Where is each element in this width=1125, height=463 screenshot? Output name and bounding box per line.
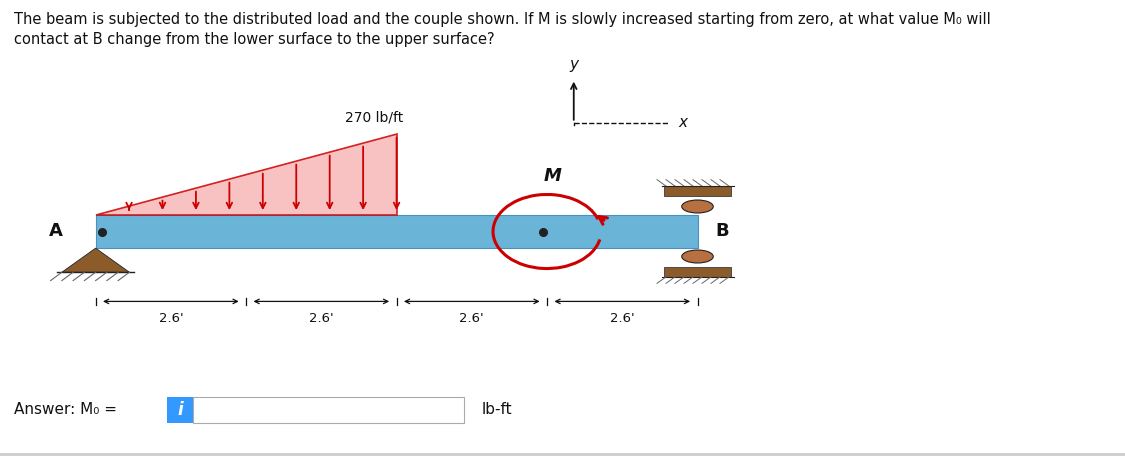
Text: 2.6': 2.6': [610, 312, 634, 325]
Text: B: B: [716, 223, 729, 240]
Text: 270 lb/ft: 270 lb/ft: [345, 111, 403, 125]
Text: i: i: [177, 401, 183, 419]
Text: contact at B change from the lower surface to the upper surface?: contact at B change from the lower surfa…: [14, 32, 494, 47]
Text: Answer: M₀ =: Answer: M₀ =: [14, 402, 117, 417]
Circle shape: [682, 250, 713, 263]
Text: M: M: [543, 167, 561, 185]
FancyBboxPatch shape: [193, 397, 464, 423]
Polygon shape: [96, 134, 397, 215]
Bar: [166, 397, 194, 423]
Text: The beam is subjected to the distributed load and the couple shown. If M is slow: The beam is subjected to the distributed…: [14, 12, 990, 26]
Text: y: y: [569, 57, 578, 72]
Circle shape: [682, 200, 713, 213]
Text: A: A: [50, 223, 63, 240]
Bar: [664, 186, 731, 196]
Text: 2.6': 2.6': [159, 312, 183, 325]
Text: 2.6': 2.6': [309, 312, 334, 325]
Bar: [664, 267, 731, 277]
Text: x: x: [678, 115, 687, 130]
Polygon shape: [62, 248, 129, 272]
Text: lb-ft: lb-ft: [482, 402, 512, 417]
Bar: [96, 215, 698, 248]
Text: 2.6': 2.6': [459, 312, 484, 325]
